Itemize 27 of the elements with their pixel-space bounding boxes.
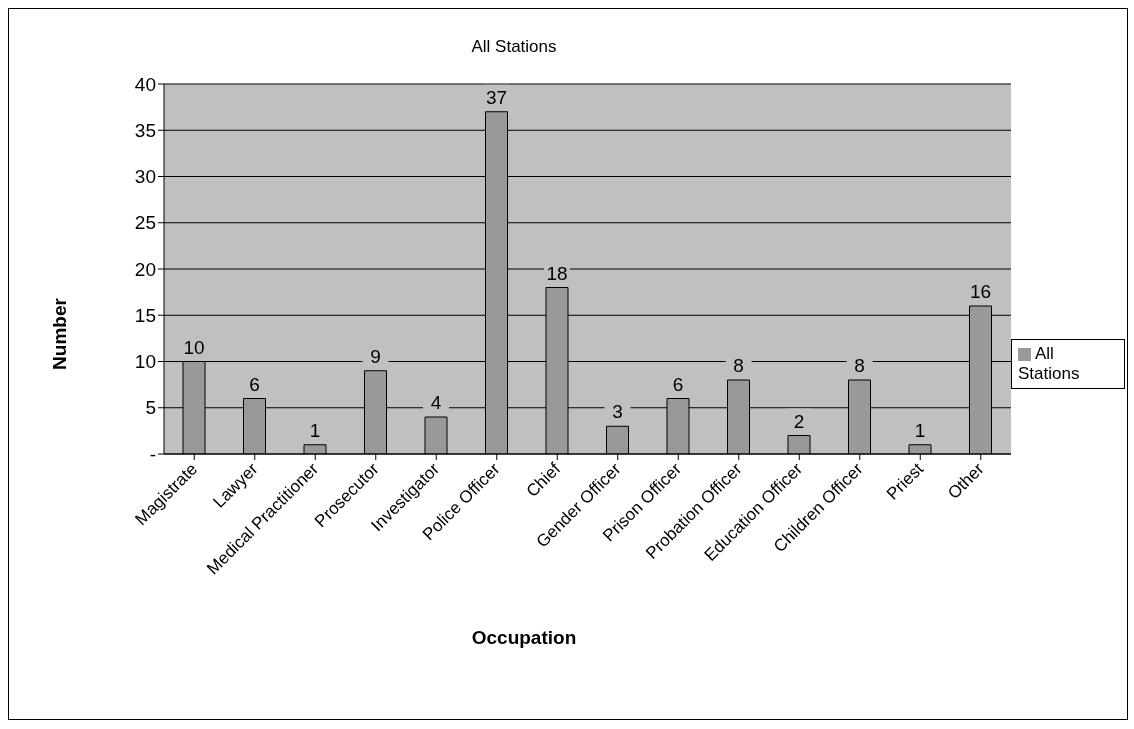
data-label: 8 xyxy=(733,355,744,376)
y-tick-label: 5 xyxy=(145,397,156,419)
legend-label: All Stations xyxy=(1018,344,1080,383)
y-tick-label: 20 xyxy=(134,258,156,280)
chart-title: All Stations xyxy=(470,37,558,57)
data-label: 6 xyxy=(672,373,684,395)
y-tick-label: 40 xyxy=(134,73,156,95)
data-label: 8 xyxy=(854,355,865,376)
data-label: 3 xyxy=(612,401,623,423)
y-tick-label: 35 xyxy=(134,120,156,141)
data-label: 18 xyxy=(546,262,568,284)
y-tick-label: - xyxy=(149,443,156,465)
data-label: 1 xyxy=(914,419,926,441)
y-axis-title: Number xyxy=(49,297,71,372)
data-label: 2 xyxy=(793,410,805,432)
data-label: 37 xyxy=(485,86,508,108)
data-label: 16 xyxy=(969,281,992,302)
y-tick-label: 15 xyxy=(134,304,156,326)
x-axis-title: Occupation xyxy=(470,627,578,649)
data-label: 4 xyxy=(430,392,442,413)
data-label: 1 xyxy=(309,419,321,441)
y-tick-label: 10 xyxy=(134,351,156,373)
y-tick-label: 30 xyxy=(134,166,156,188)
y-tick-label: 25 xyxy=(134,212,156,234)
data-label: 9 xyxy=(370,345,381,367)
data-label: 10 xyxy=(183,336,205,358)
data-label: 6 xyxy=(249,373,260,395)
